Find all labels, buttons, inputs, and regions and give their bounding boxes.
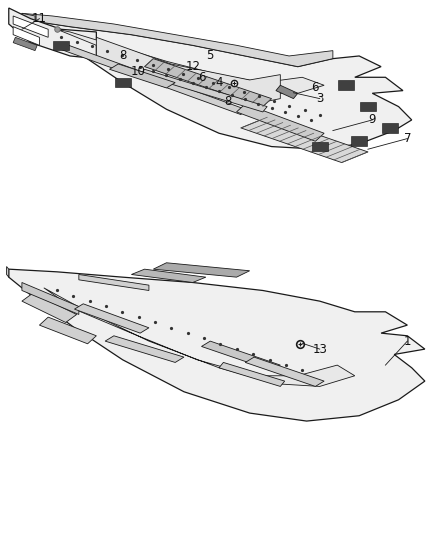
Polygon shape	[79, 274, 149, 290]
Polygon shape	[131, 269, 206, 282]
Polygon shape	[237, 104, 324, 141]
Polygon shape	[13, 37, 37, 51]
Polygon shape	[57, 29, 324, 93]
Polygon shape	[145, 59, 272, 107]
Polygon shape	[22, 293, 77, 322]
Polygon shape	[312, 142, 328, 151]
Polygon shape	[9, 269, 425, 421]
Polygon shape	[351, 136, 367, 146]
Polygon shape	[338, 80, 354, 90]
Text: 9: 9	[368, 114, 376, 126]
Polygon shape	[245, 357, 324, 386]
Text: 10: 10	[131, 66, 145, 78]
Text: 7: 7	[403, 132, 411, 145]
Polygon shape	[9, 8, 96, 59]
Polygon shape	[22, 13, 333, 67]
Polygon shape	[96, 37, 280, 104]
Text: 12: 12	[185, 60, 200, 73]
Polygon shape	[74, 304, 149, 333]
Polygon shape	[360, 102, 376, 111]
Polygon shape	[153, 263, 250, 277]
Text: 3: 3	[316, 92, 323, 105]
Text: 13: 13	[312, 343, 327, 356]
Polygon shape	[201, 341, 280, 370]
Polygon shape	[105, 336, 184, 362]
Text: 8: 8	[224, 95, 231, 108]
Polygon shape	[13, 16, 48, 37]
Polygon shape	[219, 362, 285, 386]
Polygon shape	[57, 43, 245, 115]
Polygon shape	[140, 69, 267, 112]
Polygon shape	[110, 64, 175, 88]
Text: 6: 6	[198, 71, 205, 84]
Text: 4: 4	[215, 76, 223, 89]
Polygon shape	[22, 282, 79, 314]
Polygon shape	[53, 41, 69, 50]
Text: 8: 8	[119, 50, 126, 62]
Polygon shape	[44, 288, 355, 386]
Polygon shape	[276, 85, 298, 99]
Polygon shape	[35, 21, 412, 149]
Text: 5: 5	[207, 50, 214, 62]
Text: 6: 6	[311, 82, 319, 94]
Polygon shape	[115, 78, 131, 87]
Polygon shape	[7, 266, 9, 277]
Text: 11: 11	[32, 12, 47, 25]
Polygon shape	[22, 13, 35, 21]
Polygon shape	[39, 317, 96, 344]
Polygon shape	[382, 123, 398, 133]
Polygon shape	[241, 117, 368, 163]
Polygon shape	[13, 27, 39, 45]
Text: 1: 1	[403, 335, 411, 348]
